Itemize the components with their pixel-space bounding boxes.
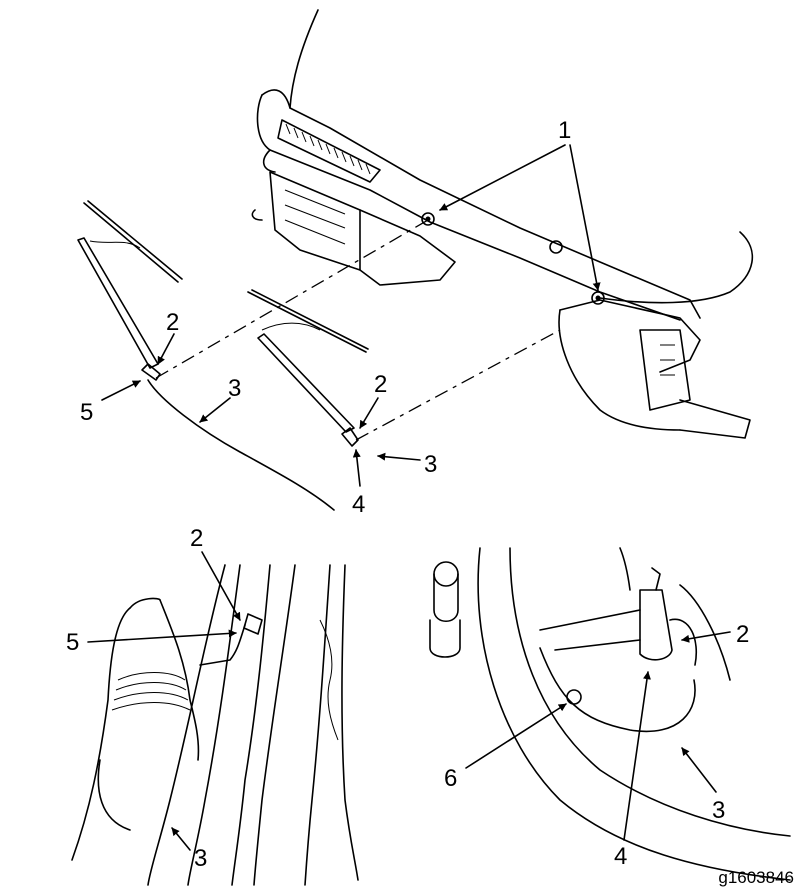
cowl-panel-illustration [251, 9, 754, 439]
callout-3-bottom-right: 3 [712, 797, 725, 824]
bottom-right-detail [429, 547, 791, 881]
bottom-left-callout-arrows [87, 551, 241, 851]
callout-2-top-left: 2 [166, 309, 179, 336]
bottom-right-callout-arrows [465, 631, 731, 841]
callout-2-top-right: 2 [374, 371, 387, 398]
figure-reference-id: g1603846 [718, 868, 794, 887]
callout-3-top-left: 3 [228, 375, 241, 402]
callout-6-bottom-right: 6 [444, 765, 457, 792]
alignment-line-left [155, 219, 429, 379]
right-wiper-arm-and-blade [247, 289, 369, 447]
callout-2-bottom-left: 2 [190, 525, 203, 552]
callout-3-top-right: 3 [424, 451, 437, 478]
callout-5-bottom-left: 5 [66, 629, 79, 656]
callout-2-bottom-right: 2 [736, 621, 749, 648]
top-callout-arrows [101, 144, 601, 487]
callout-4-top-right: 4 [352, 491, 365, 518]
callout-5-top-left: 5 [80, 399, 93, 426]
callout-1: 1 [558, 117, 571, 144]
callout-3-bottom-left: 3 [194, 845, 207, 872]
callout-4-bottom-right: 4 [614, 843, 627, 870]
bottom-left-detail [71, 564, 359, 886]
alignment-line-right [355, 329, 561, 441]
